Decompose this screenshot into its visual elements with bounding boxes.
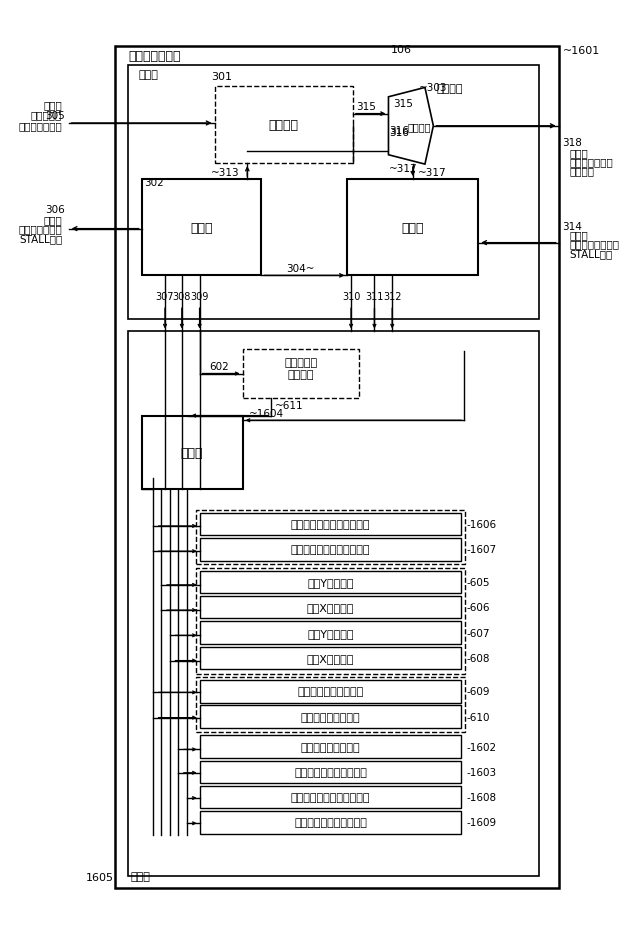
Text: 第２Xカウンタ: 第２Xカウンタ bbox=[307, 653, 354, 663]
Text: 306: 306 bbox=[45, 205, 65, 214]
Text: -1608: -1608 bbox=[466, 792, 496, 802]
Text: -1602: -1602 bbox=[466, 742, 496, 752]
Text: 第２Yカウンタ: 第２Yカウンタ bbox=[307, 628, 354, 637]
Text: 第１Yカウンタ: 第１Yカウンタ bbox=[307, 578, 354, 588]
Text: ~317: ~317 bbox=[417, 168, 446, 178]
Text: 318: 318 bbox=[562, 138, 582, 148]
Text: 第１Xカウンタ: 第１Xカウンタ bbox=[307, 603, 354, 613]
Bar bbox=[196, 678, 465, 732]
Text: データ一時保持レジスタ: データ一時保持レジスタ bbox=[294, 767, 367, 777]
Text: データ保持
レジスタ: データ保持 レジスタ bbox=[284, 358, 317, 379]
Text: -1603: -1603 bbox=[466, 767, 496, 777]
Text: -606: -606 bbox=[466, 603, 490, 613]
Text: ~313: ~313 bbox=[211, 168, 240, 178]
Bar bbox=[200, 680, 462, 703]
Text: 受信部: 受信部 bbox=[190, 222, 213, 235]
Bar bbox=[243, 350, 360, 399]
Bar bbox=[128, 66, 539, 320]
Text: 送信部: 送信部 bbox=[402, 222, 424, 235]
Text: 後段の: 後段の bbox=[570, 230, 588, 240]
Text: ~317: ~317 bbox=[389, 164, 417, 174]
Bar bbox=[196, 568, 465, 674]
Text: 付加モジュール: 付加モジュール bbox=[129, 51, 181, 63]
Bar bbox=[142, 180, 261, 276]
Bar bbox=[200, 761, 462, 783]
Text: 入力画像幅保持レジスタ: 入力画像幅保持レジスタ bbox=[294, 817, 367, 827]
Bar bbox=[196, 510, 465, 564]
Bar bbox=[200, 812, 462, 834]
Text: 311: 311 bbox=[365, 292, 384, 301]
Text: STALL信号: STALL信号 bbox=[570, 249, 613, 258]
Text: 後段の: 後段の bbox=[570, 148, 588, 158]
Text: 309: 309 bbox=[190, 292, 209, 301]
Text: ~1601: ~1601 bbox=[562, 46, 600, 56]
Text: -609: -609 bbox=[466, 687, 490, 696]
Bar bbox=[142, 417, 243, 489]
Bar bbox=[200, 538, 462, 561]
Bar bbox=[200, 513, 462, 535]
Text: 304~: 304~ bbox=[286, 264, 315, 273]
Text: 1605: 1605 bbox=[86, 872, 114, 883]
Text: -608: -608 bbox=[466, 653, 490, 663]
Text: バッファ: バッファ bbox=[269, 119, 299, 132]
Text: ~303: ~303 bbox=[419, 83, 448, 94]
Text: 有効画像幅レジスタ: 有効画像幅レジスタ bbox=[300, 712, 360, 722]
Bar bbox=[200, 786, 462, 809]
Text: 付加部: 付加部 bbox=[131, 870, 151, 881]
Text: 前段の: 前段の bbox=[44, 100, 62, 110]
Text: 310: 310 bbox=[342, 292, 360, 301]
Bar bbox=[116, 47, 559, 888]
Text: モジュールへの: モジュールへの bbox=[19, 225, 62, 234]
Text: -607: -607 bbox=[466, 628, 490, 637]
Bar bbox=[200, 736, 462, 758]
Text: 左端部付加数指定レジスタ: 左端部付加数指定レジスタ bbox=[290, 545, 370, 555]
Text: 302: 302 bbox=[144, 178, 164, 187]
Text: からのパケット: からのパケット bbox=[19, 121, 62, 131]
Text: 316: 316 bbox=[389, 126, 409, 137]
Text: -605: -605 bbox=[466, 578, 490, 588]
Text: 308: 308 bbox=[173, 292, 191, 301]
Bar bbox=[215, 86, 353, 164]
Text: 315: 315 bbox=[393, 99, 413, 110]
Text: 316: 316 bbox=[389, 128, 409, 139]
Text: 制御部: 制御部 bbox=[181, 446, 203, 459]
Text: -1606: -1606 bbox=[466, 519, 496, 530]
Polygon shape bbox=[389, 88, 434, 165]
Text: 通信部: 通信部 bbox=[139, 70, 159, 80]
Text: ~1604: ~1604 bbox=[249, 408, 284, 418]
Text: モジュールからの: モジュールからの bbox=[570, 240, 620, 249]
Text: 301: 301 bbox=[211, 72, 232, 82]
Bar bbox=[347, 180, 478, 276]
Bar bbox=[200, 706, 462, 728]
Text: 305: 305 bbox=[45, 110, 65, 121]
Text: 付加データレジスタ: 付加データレジスタ bbox=[300, 742, 360, 752]
Text: 314: 314 bbox=[562, 222, 582, 231]
Text: セレクタ: セレクタ bbox=[436, 84, 463, 95]
Text: パケット: パケット bbox=[570, 167, 595, 177]
Text: モジュールへの: モジュールへの bbox=[570, 157, 614, 168]
Bar bbox=[128, 332, 539, 876]
Bar bbox=[200, 571, 462, 593]
Text: 315: 315 bbox=[356, 102, 376, 112]
Text: -1607: -1607 bbox=[466, 545, 496, 555]
Text: 有効画像高さレジスタ: 有効画像高さレジスタ bbox=[297, 687, 364, 696]
Text: セレクタ: セレクタ bbox=[407, 122, 430, 132]
Bar bbox=[200, 647, 462, 669]
Text: ~611: ~611 bbox=[274, 401, 303, 411]
Bar bbox=[200, 622, 462, 644]
Text: -1609: -1609 bbox=[466, 817, 496, 827]
Text: STALL信号: STALL信号 bbox=[19, 234, 62, 243]
Text: 307: 307 bbox=[156, 292, 174, 301]
Text: 312: 312 bbox=[383, 292, 401, 301]
Text: 上端部付加数指定レジスタ: 上端部付加数指定レジスタ bbox=[290, 519, 370, 530]
Text: 前段の: 前段の bbox=[44, 215, 62, 225]
Text: 106: 106 bbox=[391, 45, 411, 55]
Text: 入力画像高さ保持レジスタ: 入力画像高さ保持レジスタ bbox=[290, 792, 370, 802]
Bar bbox=[200, 596, 462, 619]
Text: 602: 602 bbox=[209, 361, 229, 372]
Text: モジュール: モジュール bbox=[31, 110, 62, 121]
Text: -610: -610 bbox=[466, 712, 490, 722]
